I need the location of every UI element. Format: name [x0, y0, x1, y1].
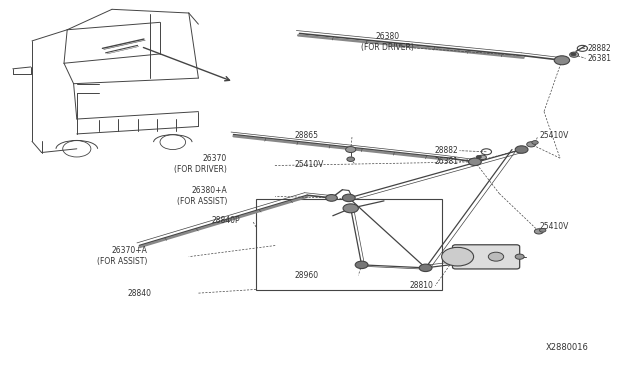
Text: 26381: 26381 — [588, 54, 612, 63]
Text: 28882: 28882 — [588, 44, 611, 53]
Text: 28960: 28960 — [294, 271, 319, 280]
Text: 28810: 28810 — [410, 281, 433, 290]
Circle shape — [347, 157, 355, 161]
Circle shape — [326, 195, 337, 201]
Text: 25410V: 25410V — [294, 160, 324, 169]
Circle shape — [342, 194, 355, 202]
Circle shape — [355, 261, 368, 269]
Circle shape — [540, 228, 546, 232]
Text: 28840: 28840 — [128, 289, 152, 298]
Text: 25410V: 25410V — [540, 222, 569, 231]
Bar — [256, 199, 442, 290]
FancyBboxPatch shape — [452, 245, 520, 269]
Circle shape — [419, 264, 432, 272]
Circle shape — [476, 155, 481, 158]
Text: 25410V: 25410V — [540, 131, 569, 140]
Circle shape — [571, 53, 576, 56]
Circle shape — [479, 155, 486, 160]
Circle shape — [343, 204, 358, 213]
Circle shape — [346, 147, 356, 153]
Circle shape — [488, 252, 504, 261]
Text: 26380
(FOR DRIVER): 26380 (FOR DRIVER) — [362, 32, 414, 52]
Text: X2880016: X2880016 — [546, 343, 589, 352]
Circle shape — [515, 146, 528, 153]
Circle shape — [527, 142, 536, 147]
Circle shape — [554, 56, 570, 65]
Circle shape — [570, 52, 579, 57]
Circle shape — [515, 254, 524, 259]
Text: 26370+A
(FOR ASSIST): 26370+A (FOR ASSIST) — [97, 246, 147, 266]
Circle shape — [442, 247, 474, 266]
Text: 26381: 26381 — [435, 157, 458, 166]
Text: 28840P: 28840P — [211, 216, 240, 225]
Text: 28882: 28882 — [435, 146, 458, 155]
Circle shape — [534, 229, 543, 234]
Text: 26370
(FOR DRIVER): 26370 (FOR DRIVER) — [174, 154, 227, 174]
Text: 28865: 28865 — [294, 131, 319, 140]
Text: 26380+A
(FOR ASSIST): 26380+A (FOR ASSIST) — [177, 186, 227, 206]
Circle shape — [468, 158, 481, 166]
Circle shape — [532, 141, 538, 144]
